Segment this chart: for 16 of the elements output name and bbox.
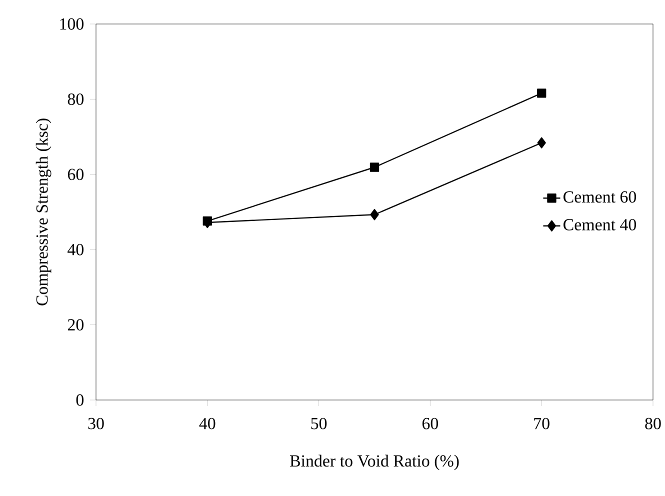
x-tick-label: 70 [534, 418, 550, 430]
y-tick-label: 80 [68, 93, 84, 105]
y-axis-title: Compressive Strength (ksc) [36, 118, 52, 306]
x-tick-label: 40 [199, 418, 216, 430]
y-tick-label: 0 [76, 394, 84, 406]
y-tick-label: 60 [68, 168, 84, 180]
x-tick-label: 50 [311, 418, 327, 430]
x-tick-label: 80 [645, 418, 661, 430]
x-tick-label: 60 [422, 418, 438, 430]
y-tick-label: 100 [60, 18, 84, 30]
legend-label: Cement 40 [564, 218, 636, 230]
y-tick-label: 20 [68, 319, 84, 331]
x-tick-label: 30 [88, 418, 104, 430]
legend-label: Cement 60 [564, 191, 636, 203]
y-tick-label: 40 [68, 244, 84, 256]
x-axis-title: Binder to Void Ratio (%) [290, 454, 459, 470]
